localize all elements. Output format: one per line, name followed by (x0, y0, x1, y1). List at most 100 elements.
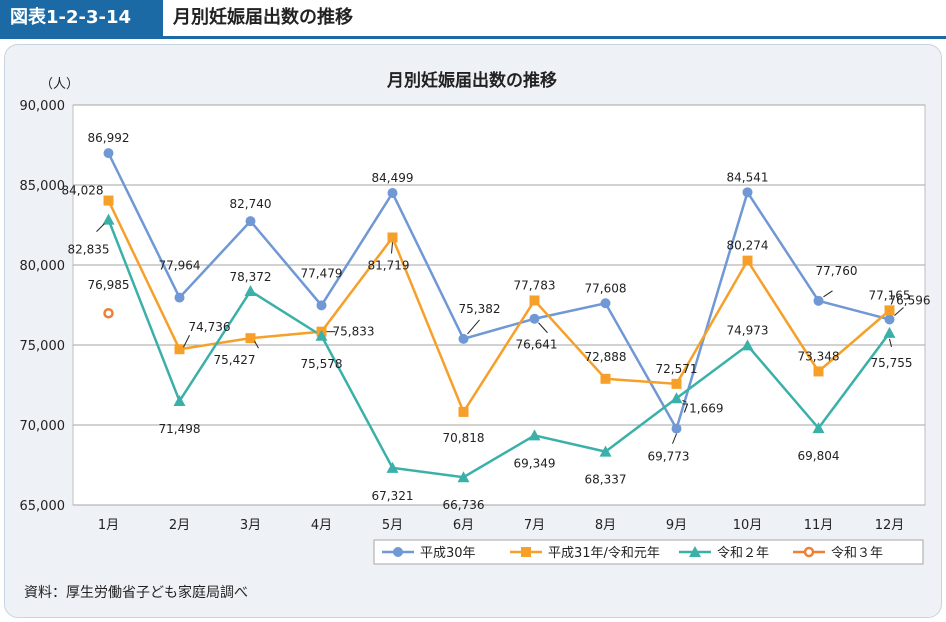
data-label-h31: 77,165 (869, 288, 911, 302)
marker-h31 (458, 406, 469, 417)
marker-r2 (102, 213, 115, 225)
data-label-r2: 69,804 (798, 449, 840, 463)
data-label-h30: 77,608 (585, 281, 627, 295)
data-label-r2: 66,736 (443, 498, 485, 512)
leader-line (823, 290, 833, 298)
y-tick-label: 90,000 (20, 99, 66, 114)
marker-h30 (387, 188, 398, 199)
x-tick-label: 1月 (98, 518, 119, 533)
figure-title: 月別妊娠届出数の推移 (173, 7, 353, 28)
data-label-h30: 86,992 (88, 131, 130, 145)
marker-h31 (529, 295, 540, 306)
data-label-h31: 72,888 (585, 350, 627, 364)
y-tick-label: 80,000 (20, 259, 66, 274)
data-label-h31: 70,818 (443, 431, 485, 445)
marker-r2 (812, 422, 825, 434)
marker-h31 (671, 378, 682, 389)
marker-h30 (245, 216, 256, 227)
marker-h30 (316, 300, 327, 311)
marker-h30 (174, 292, 185, 303)
marker-r2 (741, 339, 754, 351)
y-tick-label: 70,000 (20, 419, 66, 434)
data-label-h31: 73,348 (798, 349, 840, 363)
leader-line (391, 242, 393, 254)
data-label-h30: 84,541 (727, 170, 769, 184)
x-tick-label: 10月 (733, 518, 763, 533)
marker-h31 (245, 333, 256, 344)
data-label-h30: 77,760 (816, 264, 858, 278)
legend-marker-r2 (689, 546, 701, 557)
marker-r2 (315, 329, 328, 341)
figure-id-badge: 図表1-2-3-14 (0, 0, 163, 36)
data-label-r2: 71,669 (682, 401, 724, 415)
data-label-h30: 77,964 (159, 259, 201, 273)
data-label-r3: 76,985 (88, 278, 130, 292)
data-label-h30: 75,382 (459, 302, 501, 316)
data-label-h30: 69,773 (648, 450, 690, 464)
marker-h31 (600, 373, 611, 384)
marker-h31 (742, 255, 753, 266)
data-label-h31: 75,833 (333, 325, 375, 339)
marker-r2 (599, 445, 612, 457)
x-tick-label: 3月 (240, 518, 261, 533)
leader-line (254, 340, 259, 349)
figure-header: 図表1-2-3-14 月別妊娠届出数の推移 (0, 0, 946, 39)
marker-r2 (173, 395, 186, 407)
leader-line (96, 223, 105, 232)
marker-r2 (386, 461, 399, 473)
data-label-h31: 84,028 (62, 184, 104, 198)
y-axis-label: （人） (40, 77, 79, 92)
legend-label-h31: 平成31年/令和元年 (548, 546, 660, 561)
marker-h30 (742, 187, 753, 198)
data-label-r2: 71,498 (159, 422, 201, 436)
marker-h31 (103, 195, 114, 206)
x-tick-label: 12月 (875, 518, 905, 533)
marker-r2 (883, 326, 896, 338)
source-note: 資料：厚生労働省子ども家庭局調べ (24, 585, 248, 601)
data-label-h30: 77,479 (301, 266, 343, 280)
legend-marker-h30 (393, 547, 403, 557)
data-label-r2: 78,372 (230, 270, 272, 284)
y-tick-label: 65,000 (20, 499, 66, 514)
marker-h30 (884, 314, 895, 325)
y-tick-label: 75,000 (20, 339, 66, 354)
marker-r2 (244, 285, 257, 297)
marker-h30 (529, 313, 540, 324)
x-tick-label: 6月 (453, 518, 474, 533)
data-label-r2: 74,973 (727, 323, 769, 337)
leader-line (889, 338, 892, 348)
legend-label-r2: 令和２年 (717, 546, 769, 561)
marker-h30 (813, 295, 824, 306)
series-line-h31 (107, 200, 891, 415)
plot-area (72, 104, 926, 506)
leader-line (894, 307, 904, 316)
x-tick-label: 8月 (595, 518, 616, 533)
data-label-h31: 75,427 (214, 353, 256, 367)
data-label-h31: 77,783 (514, 278, 556, 292)
marker-h31 (813, 366, 824, 377)
leader-line (672, 433, 677, 444)
x-tick-label: 4月 (311, 518, 332, 533)
marker-r3 (103, 307, 114, 319)
leader-line (538, 322, 548, 334)
data-label-h31: 81,719 (368, 258, 410, 272)
data-label-r2: 69,349 (514, 456, 556, 470)
legend-label-h30: 平成30年 (420, 546, 476, 561)
data-label-r2: 82,835 (68, 243, 110, 257)
marker-r2 (528, 429, 541, 441)
x-tick-label: 11月 (804, 518, 834, 533)
data-label-r2: 67,321 (372, 489, 414, 503)
chart-title: 月別妊娠届出数の推移 (386, 70, 557, 91)
header-rule (0, 36, 946, 39)
legend-marker-h31 (521, 547, 531, 557)
legend-marker-r3 (803, 546, 815, 558)
marker-h31 (387, 232, 398, 243)
data-label-r2: 75,755 (871, 356, 913, 370)
x-tick-label: 7月 (524, 518, 545, 533)
marker-h31 (884, 305, 895, 316)
marker-h30 (671, 423, 682, 434)
legend-box (373, 539, 924, 565)
data-label-h30: 76,641 (516, 338, 558, 352)
y-tick-label: 85,000 (20, 179, 66, 194)
